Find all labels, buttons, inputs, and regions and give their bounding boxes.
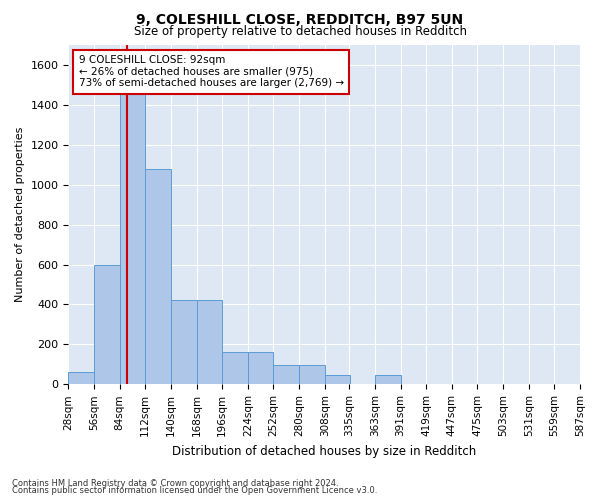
Bar [222, 352, 248, 384]
Bar [197, 300, 222, 384]
Bar [145, 169, 171, 384]
Text: 9, COLESHILL CLOSE, REDDITCH, B97 5UN: 9, COLESHILL CLOSE, REDDITCH, B97 5UN [136, 12, 464, 26]
X-axis label: Distribution of detached houses by size in Redditch: Distribution of detached houses by size … [172, 444, 476, 458]
Bar [248, 352, 274, 384]
Bar [299, 366, 325, 384]
Text: 9 COLESHILL CLOSE: 92sqm
← 26% of detached houses are smaller (975)
73% of semi-: 9 COLESHILL CLOSE: 92sqm ← 26% of detach… [79, 55, 344, 88]
Bar [274, 366, 299, 384]
Text: Contains HM Land Registry data © Crown copyright and database right 2024.: Contains HM Land Registry data © Crown c… [12, 478, 338, 488]
Bar [119, 77, 145, 384]
Text: Contains public sector information licensed under the Open Government Licence v3: Contains public sector information licen… [12, 486, 377, 495]
Bar [94, 264, 119, 384]
Bar [375, 376, 401, 384]
Y-axis label: Number of detached properties: Number of detached properties [15, 127, 25, 302]
Text: Size of property relative to detached houses in Redditch: Size of property relative to detached ho… [133, 25, 467, 38]
Bar [325, 376, 350, 384]
Bar [171, 300, 197, 384]
Bar [68, 372, 94, 384]
